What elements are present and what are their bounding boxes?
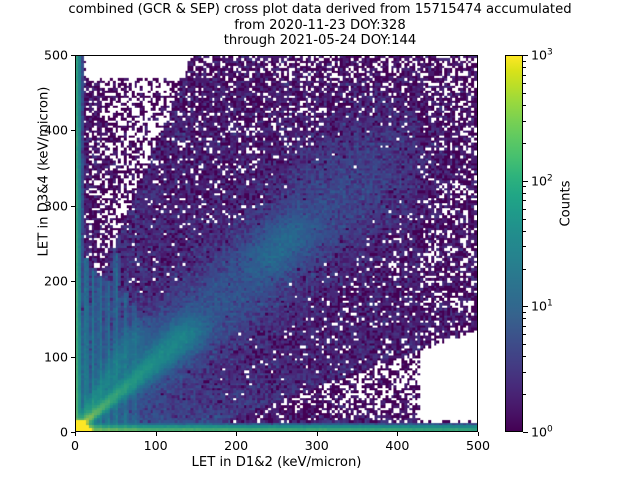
colorbar-label-1e3-mantissa: 10 [531, 47, 548, 63]
figure-title: combined (GCR & SEP) cross plot data der… [0, 2, 640, 49]
y-tick-300 [71, 205, 75, 207]
colorbar-minor-tick-800 [523, 67, 526, 69]
x-ticklabel-400: 400 [385, 438, 410, 453]
colorbar-tick-1e3 [523, 55, 528, 57]
colorbar-minor-tick-50 [523, 218, 526, 220]
x-tick-400 [397, 432, 399, 436]
x-tick-500 [478, 432, 480, 436]
colorbar-minor-tick-500 [523, 92, 526, 94]
colorbar-label-1e2-exponent: 2 [547, 173, 553, 183]
colorbar-label-1e1-mantissa: 10 [531, 298, 548, 314]
colorbar-minor-tick-90 [523, 186, 526, 188]
colorbar-minor-tick-70 [523, 200, 526, 202]
y-ticklabel-100: 100 [43, 349, 68, 365]
colorbar-label-1e0-mantissa: 10 [531, 424, 548, 440]
x-ticklabel-500: 500 [465, 438, 491, 453]
colorbar-minor-tick-3 [523, 372, 526, 374]
colorbar-minor-tick-40 [523, 230, 526, 232]
y-tick-200 [71, 281, 75, 283]
x-axis-label: LET in D1&2 (keV/micron) [191, 455, 362, 470]
colorbar-label-1e1-exponent: 1 [547, 298, 553, 309]
colorbar [505, 55, 523, 432]
title-line-1: combined (GCR & SEP) cross plot data der… [68, 2, 572, 17]
colorbar-minor-tick-300 [523, 120, 526, 122]
colorbar-minor-tick-7 [523, 325, 526, 327]
colorbar-minor-tick-80 [523, 192, 526, 194]
y-tick-500 [71, 55, 75, 57]
histogram2d-canvas [76, 56, 477, 431]
colorbar-label-1e1: 101 [531, 299, 553, 314]
y-ticklabel-0: 0 [59, 424, 68, 440]
x-ticklabel-0: 0 [70, 438, 79, 453]
colorbar-minor-tick-6 [523, 334, 526, 336]
colorbar-label-1e3-exponent: 3 [547, 47, 553, 58]
colorbar-minor-tick-400 [523, 105, 526, 107]
colorbar-minor-tick-600 [523, 82, 526, 84]
y-axis-label: LET in D3&4 (keV/micron) [36, 86, 52, 257]
y-ticklabel-300: 300 [43, 198, 68, 214]
plot-axes [75, 55, 478, 432]
colorbar-label-1e2-mantissa: 10 [531, 173, 548, 189]
x-ticklabel-300: 300 [304, 438, 329, 453]
y-ticklabel-200: 200 [43, 273, 68, 289]
title-line-2: from 2020-11-23 DOY:328 [234, 17, 406, 33]
colorbar-tick-1e0 [523, 432, 528, 434]
colorbar-minor-tick-5 [523, 344, 526, 346]
y-ticklabel-500: 500 [43, 47, 68, 63]
colorbar-minor-tick-30 [523, 246, 526, 248]
colorbar-minor-tick-200 [523, 143, 526, 145]
x-ticklabel-200: 200 [224, 438, 249, 453]
x-ticklabel-100: 100 [143, 438, 168, 453]
colorbar-minor-tick-8 [523, 318, 526, 320]
colorbar-minor-tick-20 [523, 268, 526, 270]
colorbar-minor-tick-60 [523, 208, 526, 210]
colorbar-minor-tick-2 [523, 394, 526, 396]
x-tick-300 [316, 432, 318, 436]
y-tick-100 [71, 356, 75, 358]
x-tick-200 [236, 432, 238, 436]
colorbar-minor-tick-900 [523, 60, 526, 62]
colorbar-label-1e2: 102 [531, 173, 553, 188]
y-ticklabel-400: 400 [43, 122, 68, 138]
colorbar-minor-tick-700 [523, 74, 526, 76]
colorbar-tick-1e2 [523, 180, 528, 182]
x-tick-100 [155, 432, 157, 436]
y-tick-400 [71, 130, 75, 132]
colorbar-label-1e3: 103 [531, 48, 553, 63]
x-tick-0 [75, 432, 77, 436]
colorbar-minor-tick-9 [523, 311, 526, 313]
colorbar-title: Counts [558, 180, 574, 227]
colorbar-label-1e0: 100 [531, 425, 553, 440]
y-tick-0 [71, 432, 75, 434]
colorbar-minor-tick-4 [523, 356, 526, 358]
colorbar-label-1e0-exponent: 0 [547, 424, 553, 435]
title-line-3: through 2021-05-24 DOY:144 [223, 33, 417, 48]
colorbar-tick-1e1 [523, 306, 528, 308]
